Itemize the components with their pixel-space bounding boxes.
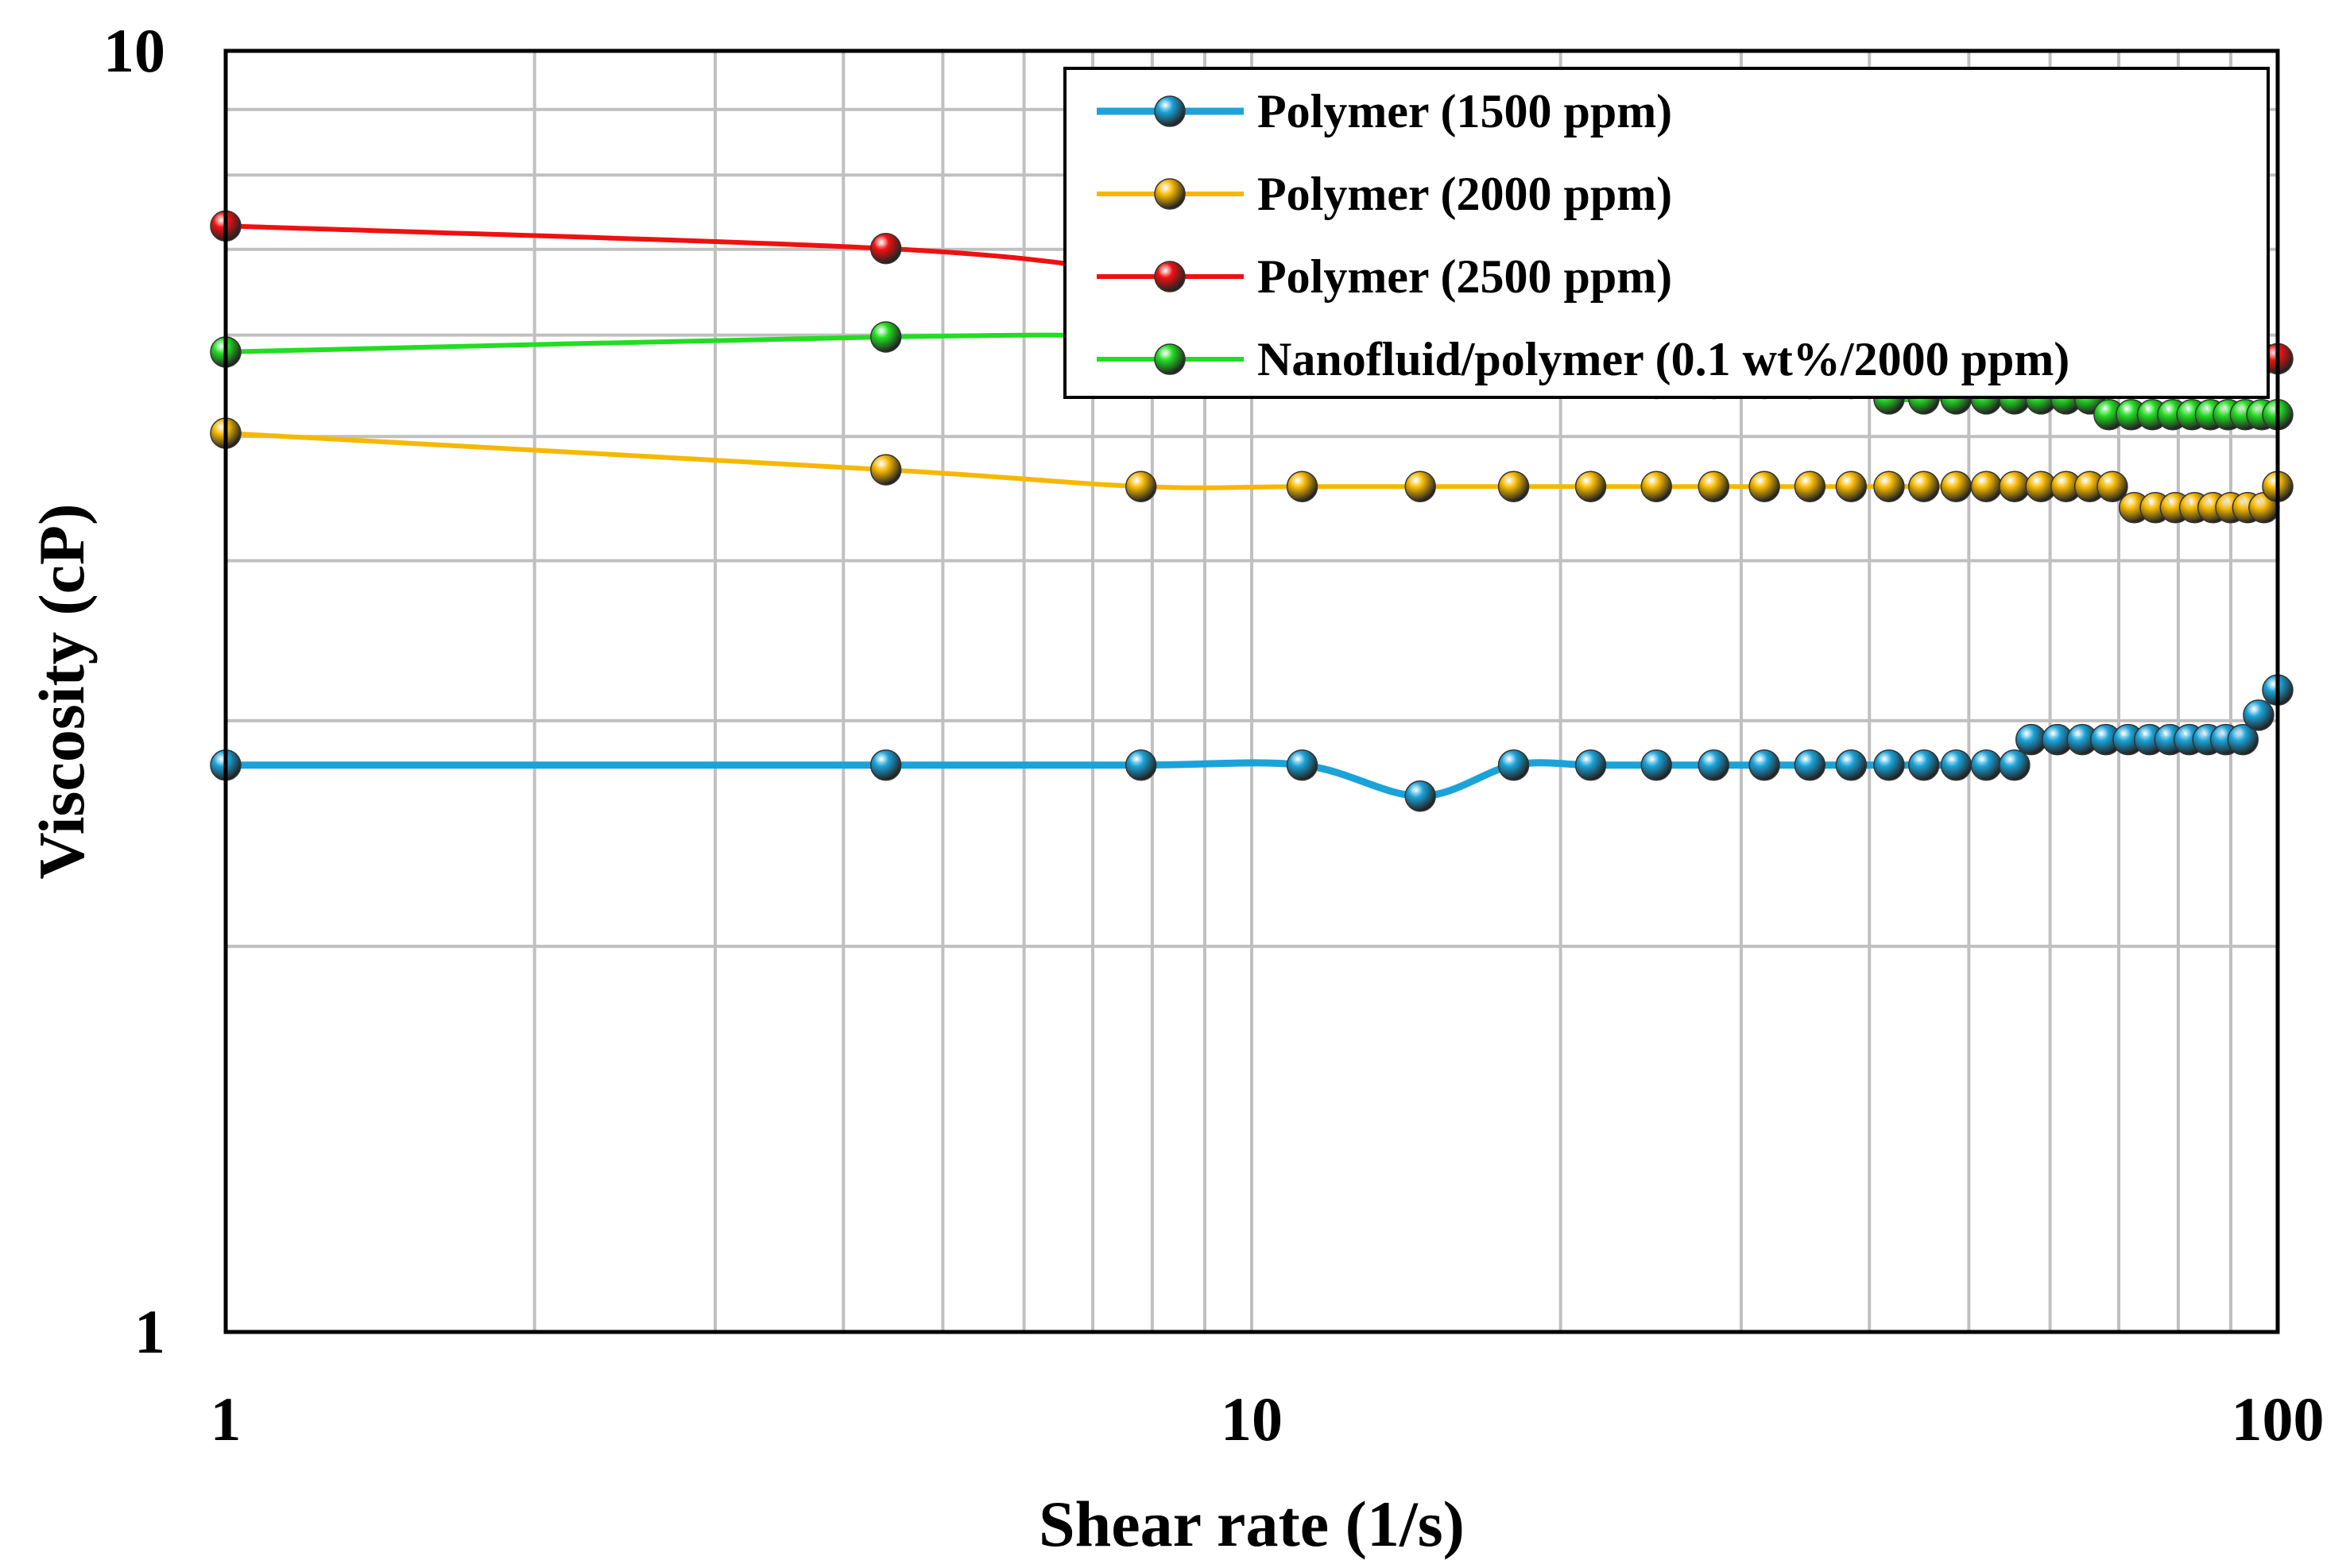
series-1 <box>210 674 2294 812</box>
legend-label: Polymer (1500 ppm) <box>1257 85 1672 137</box>
legend-swatch-marker <box>1154 261 1186 292</box>
data-point <box>1497 470 1530 502</box>
data-point <box>1574 749 1607 781</box>
data-point <box>1835 749 1868 781</box>
data-point <box>1794 749 1826 781</box>
data-point <box>1640 749 1672 781</box>
legend-box <box>1063 67 2270 399</box>
x-tick-label: 10 <box>1221 1384 1283 1454</box>
data-point <box>1835 470 1868 502</box>
data-point <box>1125 470 1157 502</box>
axis-ticks: 1 10 100 1 10 <box>103 16 2325 1454</box>
data-point <box>869 321 902 353</box>
legend-swatch-marker <box>1154 178 1186 210</box>
data-point <box>1999 470 2031 502</box>
legend-swatch-marker <box>1154 95 1186 127</box>
data-point <box>1574 470 1607 502</box>
data-point <box>1940 749 1973 781</box>
data-point <box>869 232 902 265</box>
data-point <box>1908 470 1940 502</box>
legend-entry: Nanofluid/polymer (0.1 wt%/2000 ppm) <box>1097 333 2069 385</box>
data-point <box>1698 470 1730 502</box>
data-point <box>1748 470 1780 502</box>
legend-entry: Polymer (1500 ppm) <box>1097 85 1672 137</box>
data-point <box>1125 749 1157 781</box>
data-point <box>1999 749 2031 781</box>
data-point <box>1404 780 1436 812</box>
data-point <box>1873 470 1905 502</box>
data-point <box>2096 470 2128 502</box>
data-point <box>1497 749 1530 781</box>
data-point <box>1908 749 1940 781</box>
data-point <box>1970 470 2003 502</box>
y-axis-title: Viscosity (cP) <box>25 504 98 880</box>
legend: Polymer (1500 ppm) Polymer (2000 ppm) Poly… <box>1063 67 2270 399</box>
x-tick-label: 1 <box>211 1384 242 1454</box>
data-point <box>1286 749 1318 781</box>
data-point <box>1698 749 1730 781</box>
y-tick-label: 1 <box>134 1297 165 1366</box>
legend-entry: Polymer (2500 ppm) <box>1097 250 1672 303</box>
data-point <box>2243 699 2275 731</box>
data-point <box>1286 470 1318 502</box>
legend-label: Polymer (2000 ppm) <box>1257 168 1672 220</box>
data-point <box>869 749 902 781</box>
plot-area-frame <box>223 48 2280 1334</box>
legend-label: Nanofluid/polymer (0.1 wt%/2000 ppm) <box>1257 333 2069 385</box>
legend-entry: Polymer (2000 ppm) <box>1097 168 1672 220</box>
legend-swatch-marker <box>1154 343 1186 375</box>
x-axis-title: Shear rate (1/s) <box>1039 1488 1465 1560</box>
data-point <box>1940 470 1973 502</box>
data-point <box>1970 749 2003 781</box>
data-point <box>2227 723 2259 756</box>
data-point <box>2015 723 2047 756</box>
y-tick-label: 10 <box>103 16 165 85</box>
series-2 <box>210 417 2294 524</box>
data-point <box>1794 470 1826 502</box>
data-point <box>1748 749 1780 781</box>
data-point <box>1404 470 1436 502</box>
data-point <box>869 454 902 486</box>
data-point <box>1640 470 1672 502</box>
legend-label: Polymer (2500 ppm) <box>1257 250 1672 303</box>
x-tick-label: 100 <box>2232 1384 2325 1454</box>
data-point <box>1873 749 1905 781</box>
